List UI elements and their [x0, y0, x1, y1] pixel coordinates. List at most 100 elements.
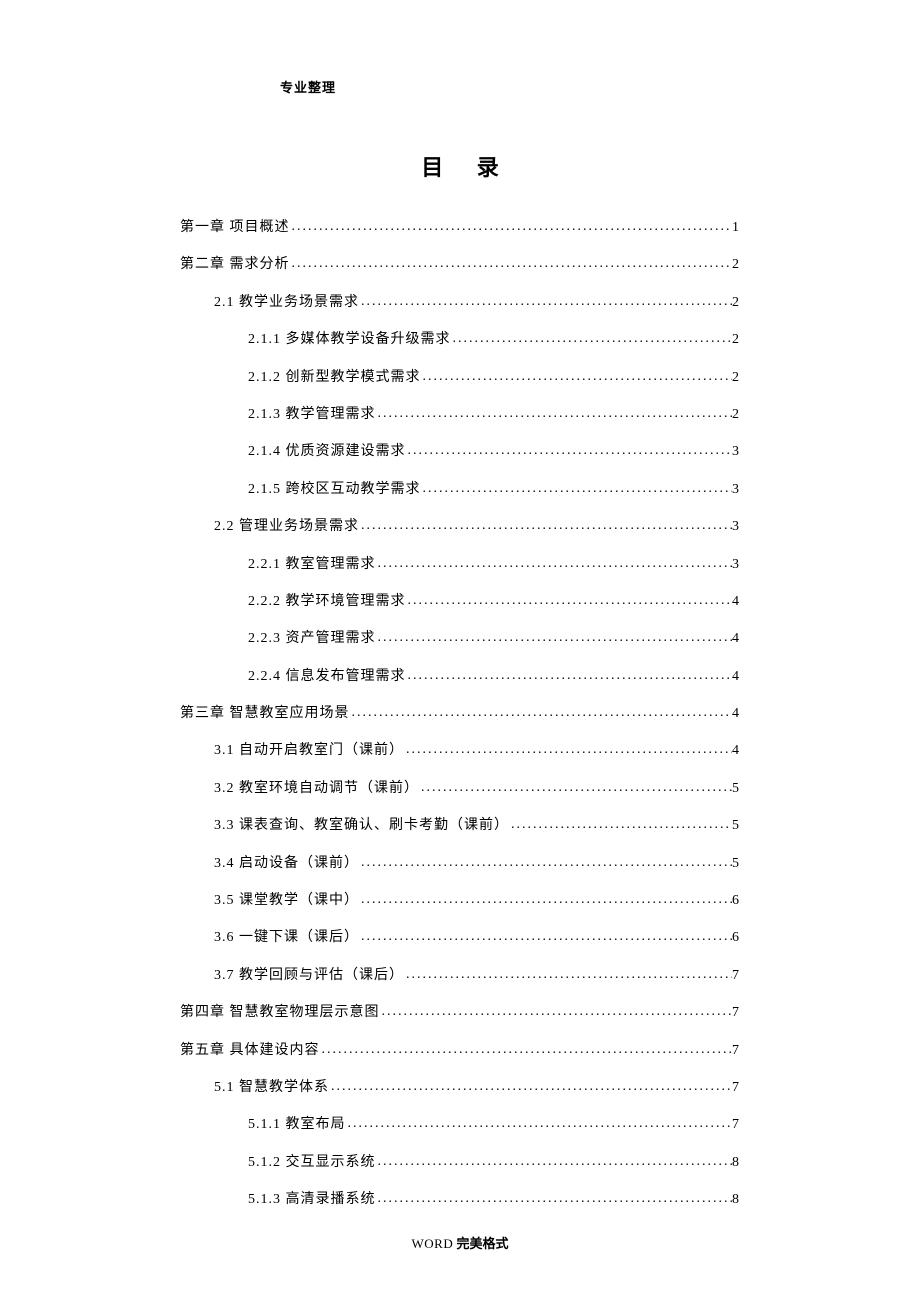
toc-entry-label: 2.2.3 资产管理需求	[248, 628, 376, 650]
toc-entry: 第三章 智慧教室应用场景 4	[180, 703, 740, 725]
toc-entry-page: 5	[732, 815, 740, 837]
toc-entry: 2.1.1 多媒体教学设备升级需求 2	[180, 329, 740, 351]
toc-entry-label: 3.3 课表查询、教室确认、刷卡考勤（课前）	[214, 815, 509, 837]
toc-entry-label: 2.1.2 创新型教学模式需求	[248, 367, 421, 389]
toc-entry: 2.1.2 创新型教学模式需求 2	[180, 367, 740, 389]
toc-entry-page: 5	[732, 778, 740, 800]
toc-dots	[346, 1113, 733, 1135]
toc-entry-label: 3.7 教学回顾与评估（课后）	[214, 965, 404, 987]
toc-list: 第一章 项目概述1第二章 需求分析22.1 教学业务场景需求22.1.1 多媒体…	[180, 217, 740, 1212]
toc-entry-label: 2.2.1 教室管理需求	[248, 554, 376, 576]
toc-entry: 3.3 课表查询、教室确认、刷卡考勤（课前） 5	[180, 815, 740, 837]
toc-entry-label: 5.1.1 教室布局	[248, 1114, 346, 1136]
toc-entry-label: 5.1.2 交互显示系统	[248, 1152, 376, 1174]
toc-entry-label: 2.2.4 信息发布管理需求	[248, 666, 406, 688]
toc-entry-label: 2.2 管理业务场景需求	[214, 516, 359, 538]
toc-dots	[350, 702, 733, 724]
toc-dots	[451, 328, 733, 350]
footer-cn-part: 完美格式	[453, 1236, 508, 1251]
toc-entry: 5.1.1 教室布局 7	[180, 1114, 740, 1136]
toc-entry-label: 第二章 需求分析	[180, 254, 290, 276]
toc-entry: 第二章 需求分析 2	[180, 254, 740, 276]
toc-entry-label: 5.1.3 高清录播系统	[248, 1189, 376, 1211]
toc-entry-label: 2.1.1 多媒体教学设备升级需求	[248, 329, 451, 351]
toc-entry-page: 7	[732, 965, 740, 987]
toc-entry-label: 3.5 课堂教学（课中）	[214, 890, 359, 912]
toc-entry-page: 2	[732, 404, 740, 426]
toc-entry: 2.1.5 跨校区互动教学需求 3	[180, 479, 740, 501]
toc-entry: 5.1.3 高清录播系统 8	[180, 1189, 740, 1211]
toc-entry-page: 3	[732, 479, 740, 501]
toc-entry-label: 3.2 教室环境自动调节（课前）	[214, 778, 419, 800]
toc-entry-label: 第四章 智慧教室物理层示意图	[180, 1002, 380, 1024]
toc-entry: 第一章 项目概述1	[180, 217, 740, 239]
toc-dots	[329, 1076, 732, 1098]
toc-dots	[320, 1039, 733, 1061]
toc-entry: 3.1 自动开启教室门（课前） 4	[180, 740, 740, 762]
toc-entry-page: 2	[732, 254, 740, 276]
toc-dots	[380, 1001, 733, 1023]
page-container: 专业整理 目 录 第一章 项目概述1第二章 需求分析22.1 教学业务场景需求2…	[0, 0, 920, 1302]
page-header: 专业整理	[280, 77, 336, 96]
toc-entry-page: 3	[732, 441, 740, 463]
toc-dots	[376, 1151, 733, 1173]
toc-entry-label: 3.1 自动开启教室门（课前）	[214, 740, 404, 762]
toc-entry-page: 7	[732, 1040, 740, 1062]
toc-entry-page: 4	[732, 666, 740, 688]
toc-entry-page: 4	[732, 591, 740, 613]
toc-dots	[359, 889, 732, 911]
toc-dots	[406, 590, 733, 612]
toc-entry-page: 8	[732, 1152, 740, 1174]
toc-entry: 5.1.2 交互显示系统 8	[180, 1152, 740, 1174]
toc-entry-page: 7	[732, 1002, 740, 1024]
toc-entry-label: 2.1 教学业务场景需求	[214, 292, 359, 314]
toc-entry-page: 4	[732, 740, 740, 762]
toc-entry: 5.1 智慧教学体系 7	[180, 1077, 740, 1099]
toc-entry: 2.2.1 教室管理需求 3	[180, 554, 740, 576]
toc-dots	[376, 553, 733, 575]
toc-dots	[406, 665, 733, 687]
toc-entry: 3.7 教学回顾与评估（课后） 7	[180, 965, 740, 987]
toc-entry-label: 第三章 智慧教室应用场景	[180, 703, 350, 725]
toc-entry-page: 7	[732, 1114, 740, 1136]
toc-dots	[359, 926, 732, 948]
toc-dots	[404, 964, 732, 986]
toc-dots	[509, 814, 732, 836]
toc-entry-label: 5.1 智慧教学体系	[214, 1077, 329, 1099]
toc-entry: 3.6 一键下课（课后） 6	[180, 927, 740, 949]
toc-entry-page: 3	[732, 554, 740, 576]
toc-entry-label: 3.4 启动设备（课前）	[214, 853, 359, 875]
toc-dots	[359, 291, 732, 313]
toc-entry: 2.2.4 信息发布管理需求 4	[180, 666, 740, 688]
toc-entry-page: 2	[732, 292, 740, 314]
toc-dots	[359, 515, 732, 537]
toc-dots	[359, 852, 732, 874]
toc-entry-page: 3	[732, 516, 740, 538]
toc-entry: 2.2.2 教学环境管理需求 4	[180, 591, 740, 613]
toc-dots	[404, 739, 732, 761]
toc-entry-page: 5	[732, 853, 740, 875]
toc-entry-page: 7	[732, 1077, 740, 1099]
toc-dots	[421, 478, 733, 500]
toc-entry-label: 2.1.5 跨校区互动教学需求	[248, 479, 421, 501]
toc-dots	[421, 366, 733, 388]
toc-entry-label: 3.6 一键下课（课后）	[214, 927, 359, 949]
toc-entry: 3.4 启动设备（课前） 5	[180, 853, 740, 875]
toc-entry-label: 2.2.2 教学环境管理需求	[248, 591, 406, 613]
toc-entry: 2.1.3 教学管理需求2	[180, 404, 740, 426]
toc-entry-label: 第五章 具体建设内容	[180, 1040, 320, 1062]
toc-entry-page: 2	[732, 367, 740, 389]
toc-entry-page: 2	[732, 329, 740, 351]
toc-entry-page: 4	[732, 628, 740, 650]
toc-dots	[419, 777, 732, 799]
toc-entry-page: 8	[732, 1189, 740, 1211]
toc-dots	[290, 253, 733, 275]
toc-entry: 2.2.3 资产管理需求 4	[180, 628, 740, 650]
toc-entry: 3.5 课堂教学（课中）6	[180, 890, 740, 912]
toc-entry-page: 4	[732, 703, 740, 725]
toc-entry: 3.2 教室环境自动调节（课前） 5	[180, 778, 740, 800]
toc-entry: 第四章 智慧教室物理层示意图 7	[180, 1002, 740, 1024]
toc-entry-page: 6	[732, 927, 740, 949]
toc-entry: 第五章 具体建设内容 7	[180, 1040, 740, 1062]
toc-entry-page: 1	[732, 217, 740, 239]
